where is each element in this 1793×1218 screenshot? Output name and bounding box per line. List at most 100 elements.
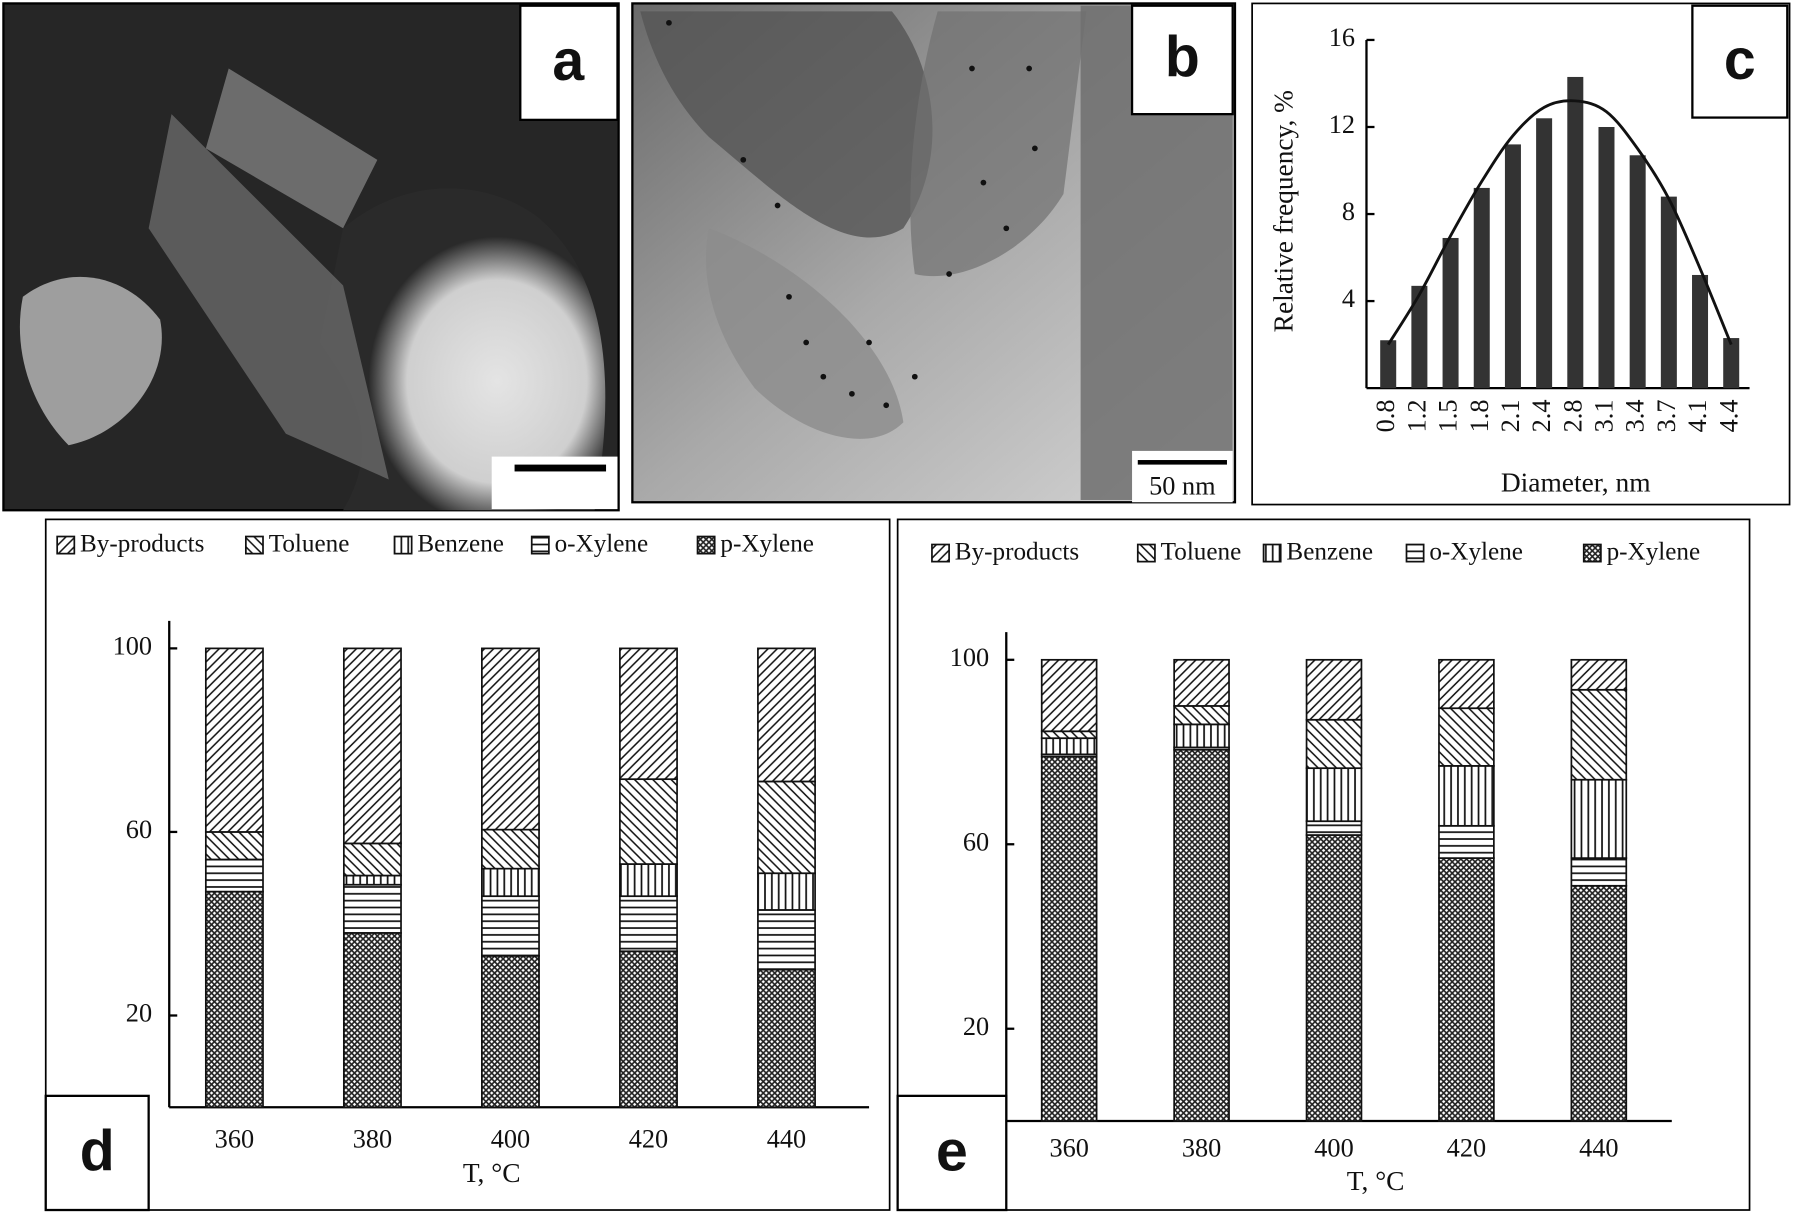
y-tick-label: 60 [963,827,989,856]
panel-label: b [1165,26,1200,90]
x-tick-label: 2.8 [1558,400,1587,433]
bar-segment [757,780,816,875]
bar-segment [1173,658,1230,707]
bar-segment [1040,737,1098,756]
bar-segment [204,831,264,861]
legend-swatch [393,535,413,555]
legend-label: Toluene [269,530,350,557]
bar-segment [1570,778,1628,859]
y-tick-label: 4 [1342,284,1355,313]
scale-bar-label: 50 nm [1149,472,1216,501]
panel-label-box [44,1094,150,1212]
panel-label-box [896,1094,1008,1212]
x-tick-label: 420 [1447,1134,1486,1163]
bar-segment [342,647,402,845]
legend-swatch [530,535,550,555]
fit-curve [1386,99,1733,346]
x-tick-label: 400 [491,1125,530,1154]
legend-label: Benzene [1286,538,1373,565]
legend-label: Toluene [1161,538,1242,565]
bar [1692,274,1709,389]
bar-segment [204,890,264,1109]
bar-segment [1040,658,1098,733]
y-tick-label: 16 [1329,23,1355,52]
bar-segment [481,954,540,1109]
bar [1660,196,1677,389]
bar-segment [481,867,540,898]
bar-segment [619,895,678,953]
bar-segment [1305,767,1363,823]
y-tick-label: 8 [1342,197,1355,226]
x-axis-title: Diameter, nm [1501,467,1651,497]
micrograph-b: 50 nm b [631,2,1237,504]
bar-segment [1438,658,1495,710]
x-tick-label: 0.8 [1371,400,1400,433]
x-axis-title: T, °C [1347,1166,1405,1196]
x-tick-label: 1.2 [1402,400,1431,433]
x-tick-label: 360 [215,1125,254,1154]
legend-label: o-Xylene [555,530,649,557]
bar-segment [757,872,816,911]
bar-segment [342,842,402,877]
micrograph-a: a [2,2,620,512]
y-tick-label: 100 [950,643,989,672]
legend-swatch [56,535,76,555]
legend-swatch [931,543,950,563]
bar-segment [757,647,816,783]
bar-segment [481,828,540,870]
bar-segment [1570,857,1628,887]
legend-label: o-Xylene [1429,538,1523,565]
bar [1629,155,1646,389]
bar [1598,126,1615,389]
x-tick-label: 3.1 [1590,400,1619,433]
bar-segment [1438,765,1495,827]
bar-segment [342,883,402,934]
legend-label: p-Xylene [1607,538,1701,565]
x-axis-title: T, °C [463,1158,521,1188]
bar-segment [619,778,678,865]
bar-segment [1173,748,1230,1122]
panel-frame [44,518,891,1211]
bar-segment [619,863,678,898]
bar-segment [1570,658,1628,691]
x-tick-label: 4.4 [1714,400,1743,433]
bar-segment [619,950,678,1109]
bar-segment [619,647,678,781]
y-tick-label: 12 [1329,110,1355,139]
panel-label: d [80,1119,115,1183]
bar-segment [1040,730,1098,740]
x-tick-label: 380 [353,1125,392,1154]
bar-segment [757,968,816,1109]
bar-segment [1305,834,1363,1122]
legend-label: Benzene [417,530,504,557]
bar-segment [1305,820,1363,836]
x-tick-label: 3.4 [1621,400,1650,433]
panel-label: a [552,29,585,93]
y-tick-label: 20 [963,1012,989,1041]
bar-segment [342,874,402,886]
panel-label: c [1724,28,1756,92]
x-tick-label: 1.8 [1465,400,1494,433]
bar [1411,285,1428,389]
legend-swatch [1136,543,1156,563]
bar [1473,187,1490,389]
legend-swatch [1405,543,1425,563]
bar [1723,338,1740,389]
legend-swatch [1582,543,1602,563]
panel-label: e [936,1119,968,1183]
bar-segment [1438,824,1495,859]
bar [1567,76,1584,389]
bar-segment [1438,857,1495,1122]
legend-label: By-products [955,538,1079,565]
bar-segment [204,647,264,833]
y-tick-label: 100 [113,631,152,660]
x-tick-label: 2.1 [1496,400,1525,433]
legend-label: p-Xylene [720,530,814,557]
x-tick-label: 420 [629,1125,668,1154]
bar-segment [1173,705,1230,726]
x-tick-label: 440 [1579,1134,1618,1163]
x-tick-label: 2.4 [1527,400,1556,433]
panel-label-box [1691,4,1789,119]
